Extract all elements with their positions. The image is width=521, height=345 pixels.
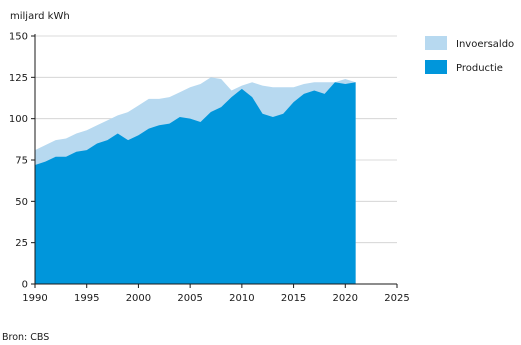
x-tick-label-1995: 1995 <box>74 293 99 304</box>
y-tick-label-0: 0 <box>22 280 28 291</box>
legend-swatch-invoersaldo <box>425 36 447 50</box>
x-tick-label-2025: 2025 <box>384 293 409 304</box>
x-tick-label-1990: 1990 <box>22 293 47 304</box>
x-axis: 1990 1995 2000 2005 2010 2015 2020 2025 <box>22 284 410 304</box>
x-tick-label-2010: 2010 <box>229 293 254 304</box>
y-tick-label-150: 150 <box>9 32 28 43</box>
y-axis-title: miljard kWh <box>10 11 70 22</box>
legend: Invoersaldo Productie <box>425 36 514 74</box>
legend-label-productie: Productie <box>456 63 503 74</box>
x-tick-label-2000: 2000 <box>126 293 151 304</box>
y-tick-label-25: 25 <box>15 238 28 249</box>
y-tick-label-100: 100 <box>9 114 28 125</box>
y-tick-label-75: 75 <box>15 156 28 167</box>
x-tick-label-2015: 2015 <box>281 293 306 304</box>
y-tick-label-125: 125 <box>9 73 28 84</box>
plot-area <box>35 77 356 284</box>
legend-label-invoersaldo: Invoersaldo <box>456 39 514 50</box>
legend-swatch-productie <box>425 60 447 74</box>
source-note: Bron: CBS <box>2 332 49 343</box>
series-area-productie <box>35 82 356 284</box>
y-axis: 0 25 50 75 100 125 150 <box>9 32 35 291</box>
x-tick-label-2005: 2005 <box>177 293 202 304</box>
y-tick-label-50: 50 <box>15 197 28 208</box>
x-tick-label-2020: 2020 <box>333 293 358 304</box>
